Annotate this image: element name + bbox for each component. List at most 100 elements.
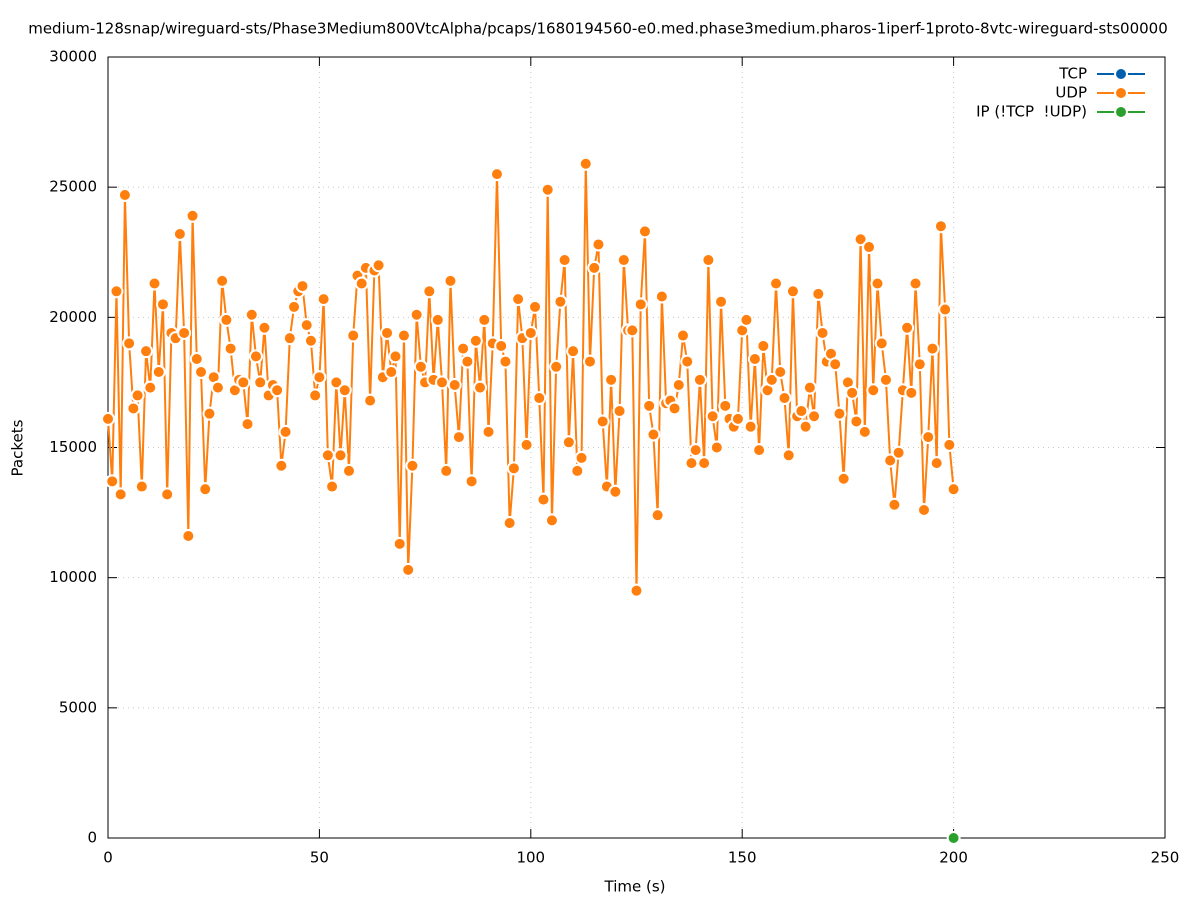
data-point — [853, 232, 868, 247]
data-point — [160, 487, 175, 502]
data-point — [443, 273, 458, 288]
data-point — [494, 338, 509, 353]
data-point — [325, 479, 340, 494]
data-point — [185, 208, 200, 223]
data-point — [473, 380, 488, 395]
data-point — [836, 471, 851, 486]
data-point — [388, 349, 403, 364]
data-point — [202, 406, 217, 421]
data-point — [904, 385, 919, 400]
data-point — [248, 349, 263, 364]
data-point — [582, 354, 597, 369]
chart-title: medium-128snap/wireguard-sts/Phase3Mediu… — [28, 20, 1168, 38]
data-point — [392, 536, 407, 551]
data-point — [684, 456, 699, 471]
data-point — [608, 484, 623, 499]
x-tick-label: 250 — [1151, 849, 1180, 867]
data-point — [544, 513, 559, 528]
data-point — [752, 443, 767, 458]
plot-frame — [107, 56, 1166, 839]
data-point — [566, 344, 581, 359]
data-point — [815, 325, 830, 340]
data-point — [680, 354, 695, 369]
data-point — [862, 240, 877, 255]
data-point — [511, 292, 526, 307]
data-point — [456, 341, 471, 356]
data-point — [341, 463, 356, 478]
data-point — [718, 398, 733, 413]
data-point — [506, 461, 521, 476]
data-point — [561, 435, 576, 450]
data-point — [536, 492, 551, 507]
data-point — [422, 284, 437, 299]
data-point — [194, 365, 209, 380]
legend-label: IP (!TCP !UDP) — [976, 103, 1087, 121]
data-point — [244, 307, 259, 322]
data-point — [671, 378, 686, 393]
data-point — [946, 482, 961, 497]
data-point — [117, 187, 132, 202]
y-tick-label: 30000 — [49, 48, 97, 66]
y-tick-label: 25000 — [49, 178, 97, 196]
data-point — [688, 443, 703, 458]
data-point — [709, 440, 724, 455]
data-point — [363, 393, 378, 408]
data-point — [134, 479, 149, 494]
data-point — [574, 450, 589, 465]
data-point — [337, 383, 352, 398]
data-point — [654, 289, 669, 304]
data-point — [667, 401, 682, 416]
x-tick-label: 200 — [939, 849, 968, 867]
data-point — [807, 409, 822, 424]
data-point — [781, 448, 796, 463]
data-point — [316, 292, 331, 307]
data-point — [553, 294, 568, 309]
x-tick-label: 150 — [728, 849, 757, 867]
data-point — [498, 354, 513, 369]
data-point — [676, 328, 691, 343]
data-point — [384, 365, 399, 380]
legend-marker — [1114, 86, 1128, 100]
data-point — [625, 323, 640, 338]
data-point — [883, 453, 898, 468]
data-point — [147, 276, 162, 291]
data-point — [320, 448, 335, 463]
data-point — [177, 325, 192, 340]
data-point — [257, 320, 272, 335]
data-point — [616, 253, 631, 268]
data-point — [942, 437, 957, 452]
data-point — [240, 417, 255, 432]
data-point — [642, 398, 657, 413]
data-point — [785, 284, 800, 299]
y-tick-label: 15000 — [49, 438, 97, 456]
data-point — [409, 307, 424, 322]
data-point — [612, 404, 627, 419]
data-point — [908, 276, 923, 291]
data-point — [921, 430, 936, 445]
x-axis-label: Time (s) — [604, 878, 666, 896]
data-point — [189, 351, 204, 366]
data-point — [705, 409, 720, 424]
data-point — [210, 380, 225, 395]
data-point — [777, 391, 792, 406]
data-point — [405, 458, 420, 473]
data-point — [604, 372, 619, 387]
data-point — [172, 227, 187, 242]
data-point — [946, 831, 961, 845]
data-point — [477, 312, 492, 327]
data-point — [413, 359, 428, 374]
data-point — [287, 299, 302, 314]
data-point — [113, 487, 128, 502]
data-point — [329, 375, 344, 390]
data-point — [219, 312, 234, 327]
data-point — [629, 583, 644, 598]
legend-marker — [1114, 105, 1128, 119]
data-point — [938, 302, 953, 317]
data-point — [637, 224, 652, 239]
data-point — [857, 424, 872, 439]
data-point — [155, 297, 170, 312]
data-point — [756, 338, 771, 353]
data-point — [236, 375, 251, 390]
data-point — [730, 411, 745, 426]
